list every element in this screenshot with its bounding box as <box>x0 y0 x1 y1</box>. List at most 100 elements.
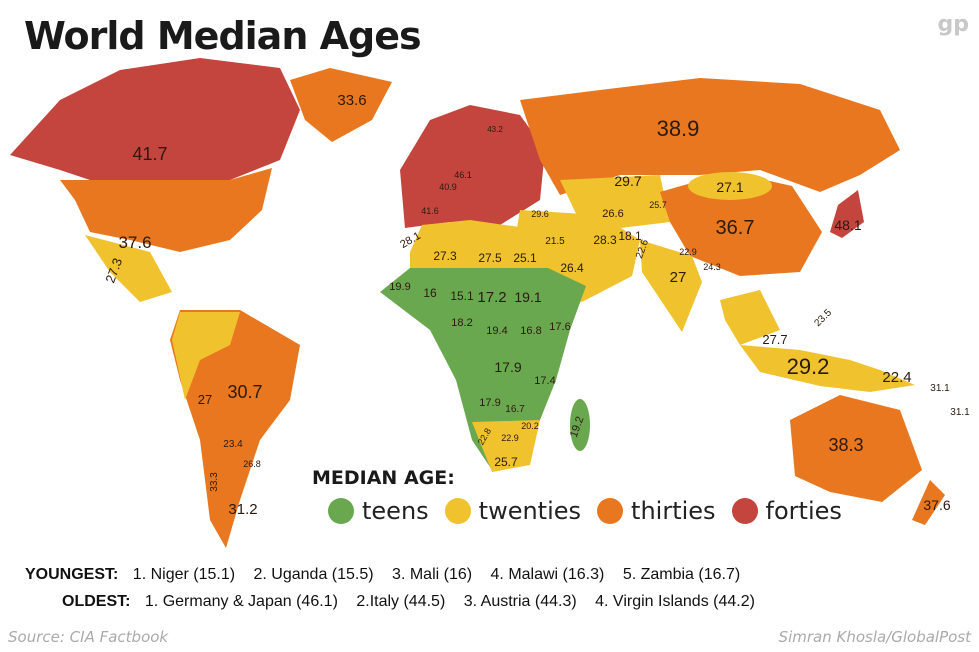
median-age-label: 37.6 <box>923 497 950 513</box>
median-age-label: 27.3 <box>433 249 457 263</box>
legend: teens twenties thirties forties <box>320 497 842 525</box>
source-note: Source: CIA Factbook <box>8 628 169 646</box>
median-age-label: 29.2 <box>787 354 830 379</box>
median-age-label: 20.2 <box>521 421 539 431</box>
youngest-item: 1. Niger (15.1) <box>132 566 236 583</box>
region-greenland <box>290 68 392 142</box>
median-age-label: 21.5 <box>545 236 565 247</box>
median-age-label: 19.4 <box>486 325 507 337</box>
legend-forties-dot <box>731 498 758 524</box>
legend-teens-dot <box>328 498 354 524</box>
youngest-label: YOUNGEST: <box>25 566 119 583</box>
oldest-item: 4. Virgin Islands (44.2) <box>595 593 755 610</box>
median-age-label: 19.9 <box>389 281 410 293</box>
region-mongolia <box>688 172 772 200</box>
median-age-label: 30.7 <box>227 382 262 402</box>
median-age-label: 22.9 <box>679 247 697 257</box>
oldest-row: OLDEST: 1. Germany & Japan (46.1) 2.Ital… <box>62 593 769 611</box>
median-age-label: 18.2 <box>451 317 472 329</box>
median-age-label: 26.8 <box>243 459 261 469</box>
median-age-label: 31.2 <box>228 501 257 518</box>
region-canada <box>10 58 300 185</box>
median-age-label: 17.9 <box>494 359 521 375</box>
median-age-label: 19.1 <box>514 289 541 305</box>
median-age-label: 41.6 <box>421 206 439 216</box>
median-age-label: 16.8 <box>520 325 541 337</box>
legend-forties-label: forties <box>765 497 842 525</box>
median-age-label: 26.6 <box>602 208 623 220</box>
median-age-label: 26.4 <box>560 261 584 275</box>
region-se-asia <box>720 290 780 345</box>
median-age-label: 17.4 <box>534 375 555 387</box>
median-age-label: 18.1 <box>618 229 642 243</box>
region-madagascar <box>570 399 590 451</box>
oldest-item: 2.Italy (44.5) <box>356 593 446 610</box>
median-age-label: 16.7 <box>505 404 525 415</box>
median-age-label: 36.7 <box>716 217 755 239</box>
median-age-label: 17.9 <box>479 397 500 409</box>
region-australia <box>790 395 922 502</box>
median-age-label: 24.3 <box>703 262 721 272</box>
median-age-label: 38.9 <box>657 116 700 141</box>
region-mexico <box>85 235 172 302</box>
oldest-item: 3. Austria (44.3) <box>463 593 577 610</box>
legend-thirties-label: thirties <box>631 497 716 525</box>
region-india <box>640 240 702 332</box>
median-age-label: 48.1 <box>834 217 861 233</box>
median-age-label: 40.9 <box>439 182 457 192</box>
youngest-item: 3. Mali (16) <box>392 566 473 583</box>
median-age-label: 22.9 <box>501 433 519 443</box>
region-southern-africa <box>472 420 540 472</box>
median-age-label: 27 <box>670 269 687 286</box>
region-africa <box>380 268 586 470</box>
median-age-label: 31.1 <box>950 407 970 418</box>
median-age-label: 37.6 <box>118 233 151 252</box>
median-age-label: 25.7 <box>649 200 667 210</box>
median-age-label: 31.1 <box>930 383 950 394</box>
median-age-label: 27.1 <box>716 179 743 195</box>
median-age-label: 15.1 <box>450 289 474 303</box>
credit-note: Simran Khosla/GlobalPost <box>778 628 971 646</box>
median-age-label: 28.3 <box>593 233 617 247</box>
region-new-zealand <box>912 480 945 525</box>
median-age-label: 27 <box>198 392 212 407</box>
median-age-label: 17.2 <box>477 289 506 306</box>
median-age-label: 17.6 <box>549 321 570 333</box>
oldest-item: 1. Germany & Japan (46.1) <box>144 593 338 610</box>
median-age-label: 29.6 <box>531 209 549 219</box>
median-age-label: 33.6 <box>337 92 366 109</box>
median-age-label: 46.1 <box>454 170 472 180</box>
oldest-label: OLDEST: <box>62 593 131 610</box>
legend-twenties-label: twenties <box>478 497 582 525</box>
median-age-label: 23.4 <box>223 439 243 450</box>
legend-title: MEDIAN AGE: <box>312 467 455 489</box>
legend-thirties-dot <box>597 498 624 524</box>
median-age-label: 43.2 <box>487 125 503 134</box>
region-indonesia <box>740 345 915 392</box>
median-age-label: 41.7 <box>132 144 167 164</box>
region-japan <box>830 190 864 238</box>
youngest-item: 5. Zambia (16.7) <box>622 566 741 583</box>
youngest-item: 2. Uganda (15.5) <box>253 566 374 583</box>
region-andes <box>172 312 240 400</box>
median-age-label: 27.5 <box>478 251 502 265</box>
median-age-label: 23.5 <box>812 307 834 329</box>
median-age-label: 33.3 <box>209 472 220 492</box>
median-age-label: 29.7 <box>614 173 641 189</box>
youngest-row: YOUNGEST: 1. Niger (15.1) 2. Uganda (15.… <box>25 566 754 584</box>
page-title: World Median Ages <box>24 14 422 58</box>
region-north-africa <box>410 220 548 270</box>
globalpost-logo: gp <box>937 12 970 37</box>
median-age-label: 27.7 <box>762 332 787 347</box>
region-south-america <box>170 310 300 548</box>
median-age-label: 16 <box>423 286 437 300</box>
youngest-item: 4. Malawi (16.3) <box>490 566 605 583</box>
legend-teens-label: teens <box>362 497 429 525</box>
median-age-label: 25.1 <box>513 251 537 265</box>
region-usa <box>60 168 272 252</box>
median-age-label: 38.3 <box>828 435 863 455</box>
median-age-label: 25.7 <box>494 455 518 469</box>
region-russia <box>520 78 900 195</box>
region-europe <box>400 105 545 228</box>
